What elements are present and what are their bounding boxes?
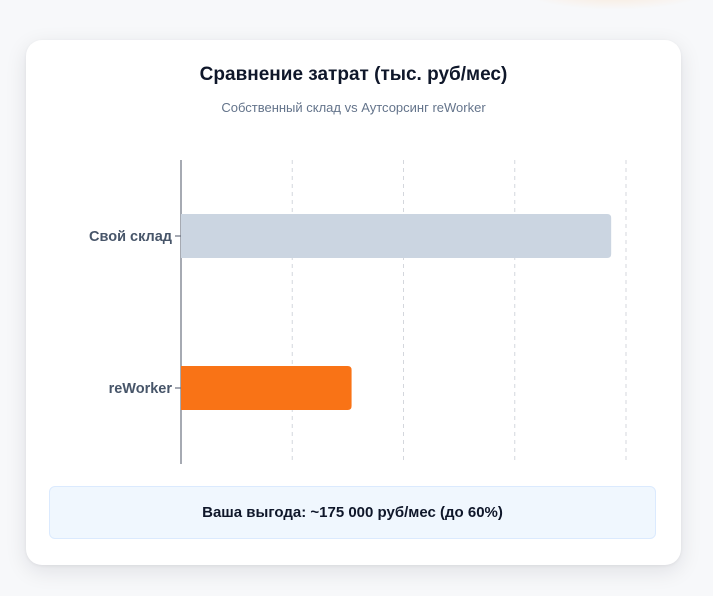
bar-reworker bbox=[181, 366, 352, 410]
category-label: Свой склад bbox=[89, 229, 172, 245]
chart-subtitle: Собственный склад vs Аутсорсинг reWorker bbox=[221, 100, 486, 115]
category-label: reWorker bbox=[109, 381, 173, 397]
chart-card: Сравнение затрат (тыс. руб/мес) Собствен… bbox=[26, 40, 681, 565]
bar-chart: Свой склад reWorker bbox=[89, 160, 627, 464]
savings-banner: Ваша выгода: ~175 000 руб/мес (до 60%) bbox=[49, 486, 656, 539]
bar-own-warehouse bbox=[181, 214, 612, 258]
background-glow bbox=[520, 0, 710, 10]
chart-title: Сравнение затрат (тыс. руб/мес) bbox=[199, 64, 508, 85]
